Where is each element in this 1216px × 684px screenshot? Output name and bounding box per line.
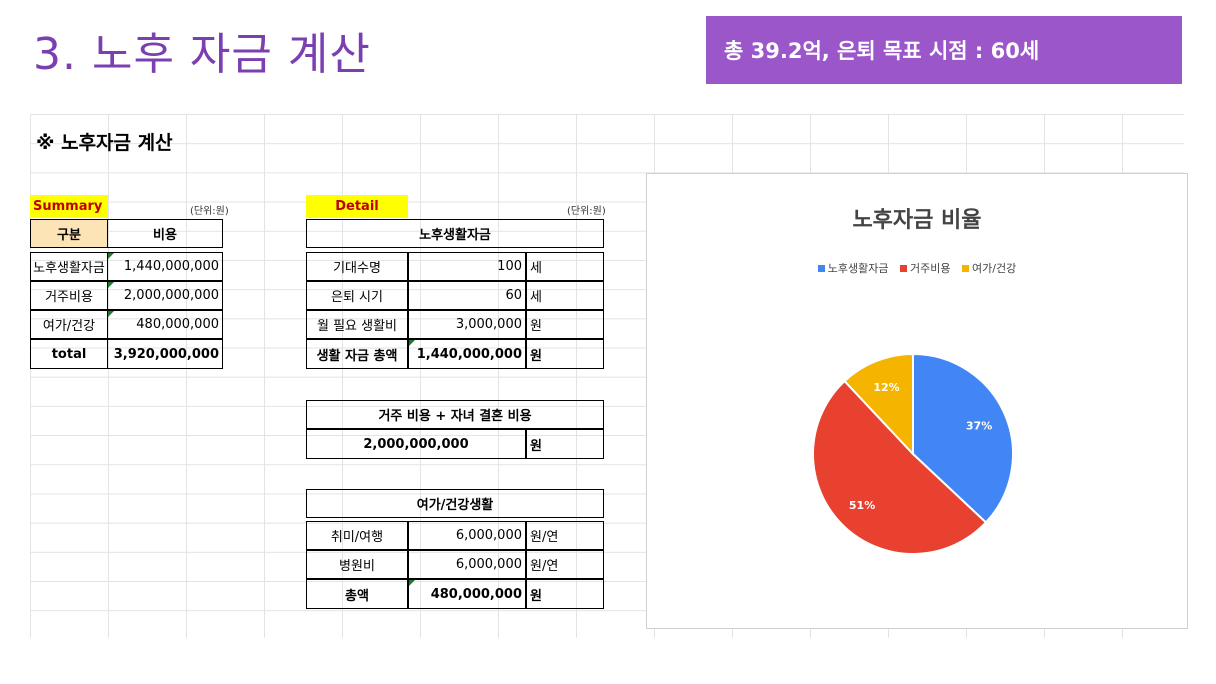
summary-row-name[interactable]: 거주비용 (30, 281, 108, 310)
pie-plot: 37% 51% 12% (812, 352, 1014, 555)
detail-unit: (단위:원) (567, 206, 606, 217)
leisure-header: 여가/건강생활 (306, 489, 604, 518)
pie-chart-object[interactable]: 노후자금 비율 노후생활자금 거주비용 여가/건강 37% 51% 12% (646, 173, 1188, 629)
page-title: 3. 노후 자금 계산 (33, 29, 371, 80)
legend-swatch (817, 265, 825, 272)
legend-label: 노후생활자금 (827, 262, 889, 275)
summary-row-value[interactable]: 480,000,000 (107, 310, 223, 339)
living-row-value[interactable]: 60 (408, 281, 526, 310)
living-row-name[interactable]: 기대수명 (306, 252, 408, 281)
leisure-total-unit: 원 (526, 579, 604, 609)
living-row-name[interactable]: 월 필요 생활비 (306, 310, 408, 339)
summary-row-name[interactable]: 노후생활자금 (30, 252, 108, 281)
housing-header: 거주 비용 + 자녀 결혼 비용 (306, 400, 604, 429)
leisure-row-value[interactable]: 6,000,000 (408, 550, 526, 579)
living-total-name[interactable]: 생활 자금 총액 (306, 339, 408, 369)
pie-data-label: 37% (966, 419, 992, 432)
leisure-row-name[interactable]: 병원비 (306, 550, 408, 579)
living-row-name[interactable]: 은퇴 시기 (306, 281, 408, 310)
living-row-unit: 원 (526, 310, 604, 339)
pie-data-label: 12% (873, 381, 899, 394)
chart-legend: 노후생활자금 거주비용 여가/건강 (647, 260, 1187, 276)
leisure-total-value[interactable]: 480,000,000 (408, 579, 526, 609)
living-row-value[interactable]: 3,000,000 (408, 310, 526, 339)
summary-header-cost: 비용 (107, 219, 223, 248)
housing-unit: 원 (526, 429, 604, 459)
living-header: 노후생활자금 (306, 219, 604, 248)
summary-row-value[interactable]: 2,000,000,000 (107, 281, 223, 310)
living-total-unit: 원 (526, 339, 604, 369)
legend-label: 여가/건강 (972, 262, 1017, 275)
legend-item: 거주비용 (900, 262, 951, 275)
pie-slice-3 (843, 352, 914, 457)
summary-unit: (단위:원) (190, 206, 229, 217)
living-total-value[interactable]: 1,440,000,000 (408, 339, 526, 369)
legend-swatch (962, 265, 970, 272)
summary-row-value[interactable]: 1,440,000,000 (107, 252, 223, 281)
legend-label: 거주비용 (910, 262, 951, 275)
pie-data-label: 51% (849, 499, 875, 512)
legend-item: 여가/건강 (962, 262, 1016, 275)
leisure-row-unit: 원/연 (526, 521, 604, 550)
chart-title: 노후자금 비율 (852, 208, 982, 233)
summary-total-value[interactable]: 3,920,000,000 (107, 339, 223, 369)
living-row-unit: 세 (526, 281, 604, 310)
summary-header-category: 구분 (30, 219, 108, 248)
leisure-row-name[interactable]: 취미/여행 (306, 521, 408, 550)
sheet-title: ※ 노후자금 계산 (36, 132, 173, 154)
living-row-value[interactable]: 100 (408, 252, 526, 281)
detail-label: Detail (306, 195, 408, 218)
leisure-row-unit: 원/연 (526, 550, 604, 579)
summary-banner: 총 39.2억, 은퇴 목표 시점 : 60세 (706, 16, 1182, 84)
leisure-total-name[interactable]: 총액 (306, 579, 408, 609)
summary-total-label[interactable]: total (30, 339, 108, 369)
legend-swatch (900, 265, 908, 272)
pie-slice-2 (812, 379, 988, 555)
living-row-unit: 세 (526, 252, 604, 281)
summary-row-name[interactable]: 여가/건강 (30, 310, 108, 339)
pie-slice-1 (912, 352, 1014, 524)
summary-label: Summary (30, 195, 108, 218)
legend-item: 노후생활자금 (817, 262, 889, 275)
housing-value[interactable]: 2,000,000,000 (306, 429, 526, 459)
leisure-row-value[interactable]: 6,000,000 (408, 521, 526, 550)
